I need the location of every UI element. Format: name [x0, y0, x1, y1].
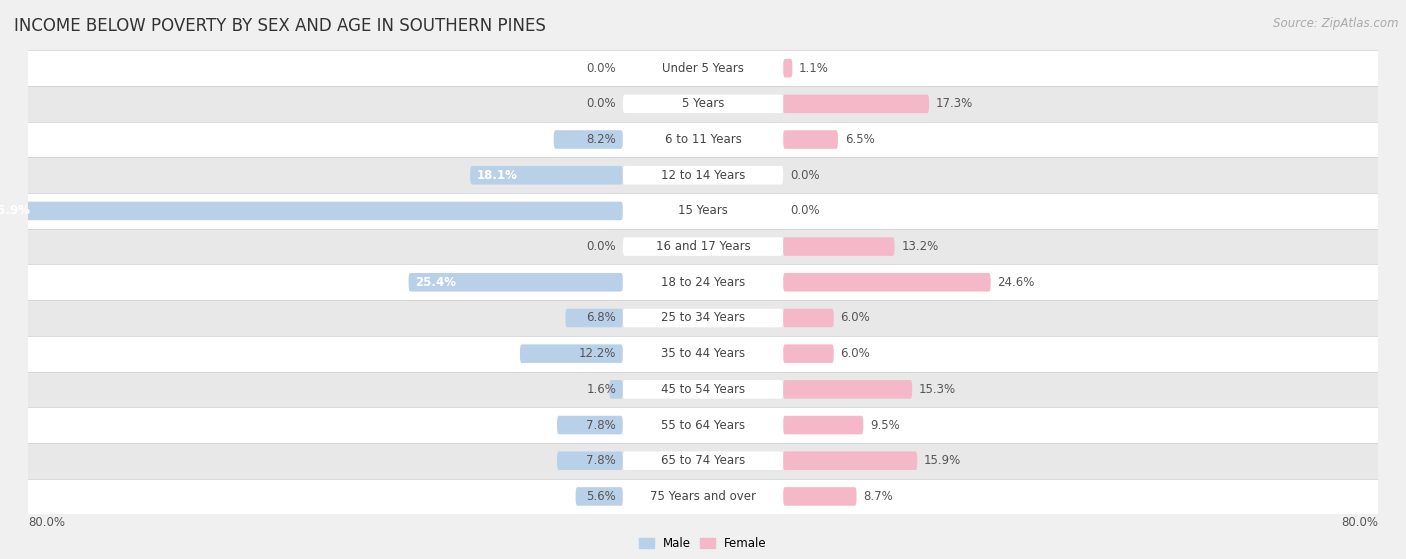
Text: 8.7%: 8.7%	[863, 490, 893, 503]
Text: 12 to 14 Years: 12 to 14 Years	[661, 169, 745, 182]
FancyBboxPatch shape	[783, 487, 856, 506]
FancyBboxPatch shape	[0, 202, 623, 220]
FancyBboxPatch shape	[623, 380, 783, 399]
Text: 35 to 44 Years: 35 to 44 Years	[661, 347, 745, 360]
Text: 1.1%: 1.1%	[799, 61, 830, 75]
Text: 75.9%: 75.9%	[0, 205, 31, 217]
Bar	[28, 443, 1378, 479]
Text: 25 to 34 Years: 25 to 34 Years	[661, 311, 745, 324]
Bar	[28, 86, 1378, 122]
Text: 0.0%: 0.0%	[586, 240, 616, 253]
FancyBboxPatch shape	[623, 202, 783, 220]
FancyBboxPatch shape	[623, 166, 783, 184]
Text: 7.8%: 7.8%	[586, 454, 616, 467]
FancyBboxPatch shape	[623, 273, 783, 292]
FancyBboxPatch shape	[409, 273, 623, 292]
FancyBboxPatch shape	[623, 452, 783, 470]
Text: 65 to 74 Years: 65 to 74 Years	[661, 454, 745, 467]
Text: Under 5 Years: Under 5 Years	[662, 61, 744, 75]
Text: 6.0%: 6.0%	[841, 311, 870, 324]
FancyBboxPatch shape	[623, 130, 783, 149]
Bar	[28, 50, 1378, 86]
Text: 12.2%: 12.2%	[579, 347, 616, 360]
Text: 24.6%: 24.6%	[997, 276, 1035, 289]
Bar	[28, 158, 1378, 193]
FancyBboxPatch shape	[623, 94, 783, 113]
FancyBboxPatch shape	[623, 59, 783, 78]
Text: 0.0%: 0.0%	[790, 169, 820, 182]
FancyBboxPatch shape	[554, 130, 623, 149]
FancyBboxPatch shape	[520, 344, 623, 363]
FancyBboxPatch shape	[783, 273, 991, 292]
FancyBboxPatch shape	[557, 416, 623, 434]
Text: 55 to 64 Years: 55 to 64 Years	[661, 419, 745, 432]
FancyBboxPatch shape	[783, 130, 838, 149]
Text: 80.0%: 80.0%	[28, 516, 65, 529]
Bar	[28, 300, 1378, 336]
Text: 5.6%: 5.6%	[586, 490, 616, 503]
Text: 9.5%: 9.5%	[870, 419, 900, 432]
Legend: Male, Female: Male, Female	[634, 532, 772, 555]
Bar	[28, 479, 1378, 514]
Text: 25.4%: 25.4%	[415, 276, 457, 289]
Bar	[28, 372, 1378, 407]
Bar	[28, 407, 1378, 443]
FancyBboxPatch shape	[623, 309, 783, 327]
Text: 18 to 24 Years: 18 to 24 Years	[661, 276, 745, 289]
Text: 80.0%: 80.0%	[1341, 516, 1378, 529]
FancyBboxPatch shape	[783, 416, 863, 434]
Text: 0.0%: 0.0%	[586, 97, 616, 110]
Text: 5 Years: 5 Years	[682, 97, 724, 110]
FancyBboxPatch shape	[623, 487, 783, 506]
Text: 18.1%: 18.1%	[477, 169, 517, 182]
FancyBboxPatch shape	[783, 309, 834, 327]
FancyBboxPatch shape	[783, 380, 912, 399]
Text: 8.2%: 8.2%	[586, 133, 616, 146]
FancyBboxPatch shape	[623, 416, 783, 434]
Text: 17.3%: 17.3%	[936, 97, 973, 110]
Bar	[28, 264, 1378, 300]
FancyBboxPatch shape	[783, 59, 793, 78]
Text: 1.6%: 1.6%	[586, 383, 616, 396]
Text: 13.2%: 13.2%	[901, 240, 938, 253]
Text: 6 to 11 Years: 6 to 11 Years	[665, 133, 741, 146]
FancyBboxPatch shape	[783, 238, 894, 256]
Text: 15.3%: 15.3%	[920, 383, 956, 396]
Bar	[28, 122, 1378, 158]
Text: 0.0%: 0.0%	[586, 61, 616, 75]
FancyBboxPatch shape	[557, 452, 623, 470]
FancyBboxPatch shape	[623, 344, 783, 363]
Text: 6.8%: 6.8%	[586, 311, 616, 324]
Text: 45 to 54 Years: 45 to 54 Years	[661, 383, 745, 396]
FancyBboxPatch shape	[609, 380, 623, 399]
Text: 7.8%: 7.8%	[586, 419, 616, 432]
FancyBboxPatch shape	[470, 166, 623, 184]
Text: 75 Years and over: 75 Years and over	[650, 490, 756, 503]
Text: 15.9%: 15.9%	[924, 454, 962, 467]
Bar	[28, 193, 1378, 229]
FancyBboxPatch shape	[565, 309, 623, 327]
FancyBboxPatch shape	[623, 238, 783, 256]
FancyBboxPatch shape	[575, 487, 623, 506]
Text: Source: ZipAtlas.com: Source: ZipAtlas.com	[1274, 17, 1399, 30]
Text: 6.5%: 6.5%	[845, 133, 875, 146]
Text: 15 Years: 15 Years	[678, 205, 728, 217]
Text: INCOME BELOW POVERTY BY SEX AND AGE IN SOUTHERN PINES: INCOME BELOW POVERTY BY SEX AND AGE IN S…	[14, 17, 546, 35]
Text: 6.0%: 6.0%	[841, 347, 870, 360]
FancyBboxPatch shape	[783, 344, 834, 363]
Text: 0.0%: 0.0%	[790, 205, 820, 217]
Bar	[28, 229, 1378, 264]
Bar	[28, 336, 1378, 372]
Text: 16 and 17 Years: 16 and 17 Years	[655, 240, 751, 253]
FancyBboxPatch shape	[783, 94, 929, 113]
FancyBboxPatch shape	[783, 452, 917, 470]
